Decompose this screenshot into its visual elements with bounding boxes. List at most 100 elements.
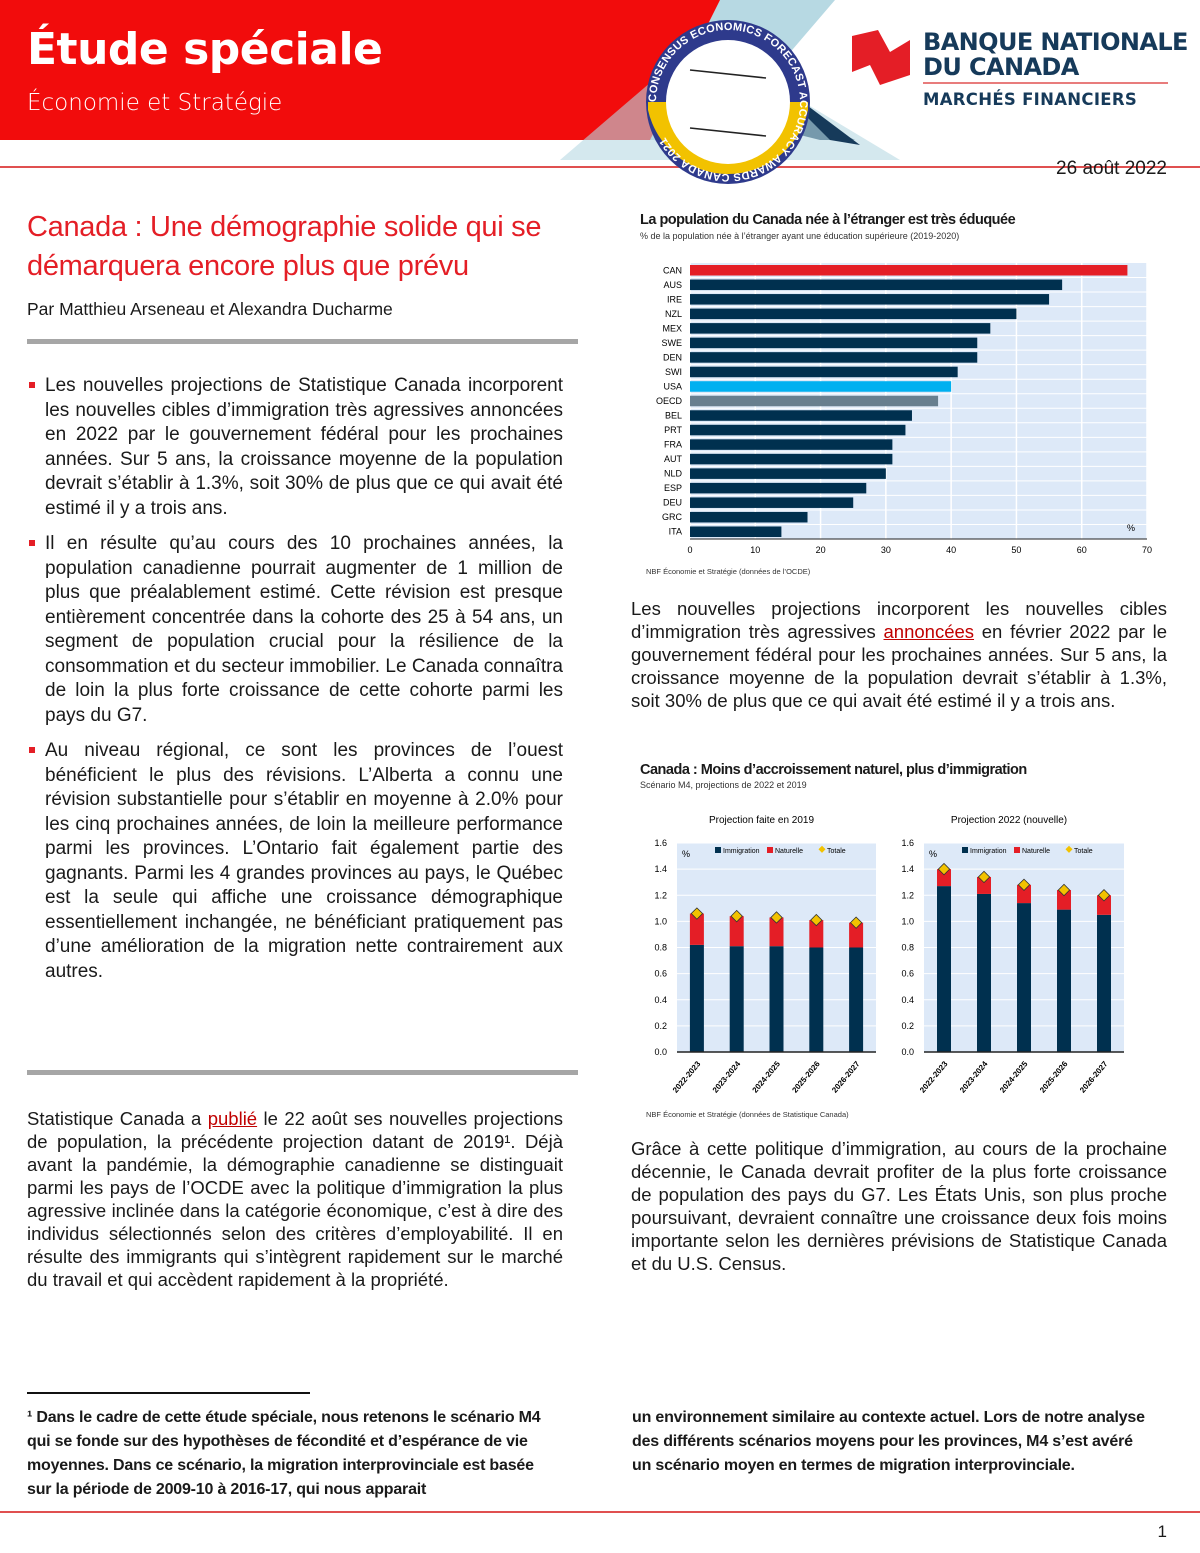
category-label: GRC [662, 512, 683, 522]
bar-ire [690, 294, 1050, 305]
chart1-subtitle: % de la population née à l’étranger ayan… [640, 231, 960, 241]
bar-naturelle [849, 922, 864, 948]
x-tick-label: 2025-2026 [790, 1059, 822, 1095]
intro-paragraph: Statistique Canada a publié le 22 août s… [27, 1108, 563, 1290]
bar-naturelle [977, 876, 991, 894]
category-label: BEL [665, 411, 682, 421]
y-tick-label: 1.0 [901, 916, 914, 926]
y-tick-label: 1.6 [654, 838, 667, 848]
key-points-list: Les nouvelles projections de Statistique… [27, 374, 563, 995]
y-tick-label: 0.4 [901, 995, 914, 1005]
x-tick-label: 2025-2026 [1038, 1059, 1070, 1095]
divider [27, 339, 578, 344]
x-tick-label: 0 [687, 545, 692, 555]
category-label: USA [663, 381, 682, 391]
byline: Par Matthieu Arseneau et Alexandra Ducha… [27, 299, 393, 319]
y-tick-label: 0.8 [901, 943, 914, 953]
category-label: ESP [664, 483, 682, 493]
legend-label: Immigration [723, 848, 760, 855]
page-number: 1 [1157, 1522, 1167, 1541]
footnote-continued: un environnement similaire au contexte a… [632, 1409, 1145, 1474]
bar-esp [690, 482, 867, 494]
chart2-source: NBF Économie et Stratégie (données de St… [646, 1110, 849, 1119]
bar-immigration [937, 886, 951, 1052]
x-tick-label: 2026-2027 [1078, 1059, 1110, 1095]
g7-paragraph: Grâce à cette politique d’immigration, a… [631, 1138, 1167, 1274]
chart1-foreign-born-education: 0 10 20 30 40 50 60 70 CAN AUS IRE NZL MEX SWE DEN SWI U… [656, 263, 1152, 555]
total-marker [937, 862, 951, 876]
bank-division: MARCHÉS FINANCIERS [923, 90, 1138, 109]
category-label: MEX [662, 323, 682, 333]
panel-title: Projection 2022 (nouvelle) [951, 815, 1067, 826]
y-tick-label: 1.0 [654, 916, 667, 926]
bar-fra [690, 439, 893, 450]
header-banner: CONSENSUS ECONOMICS FORECAST ACCURACY AW… [0, 0, 1200, 184]
y-tick-label: 0.0 [901, 1047, 914, 1057]
category-label: NZL [665, 309, 682, 319]
category-label: DEU [663, 498, 682, 508]
legend-label: Totale [1074, 848, 1093, 855]
bar-grc [690, 511, 808, 523]
bar-immigration [1097, 914, 1111, 1052]
publie-link[interactable]: publié [207, 1108, 258, 1129]
legend-swatch [715, 847, 721, 853]
bar-nzl [690, 308, 1017, 320]
publication-date: 26 août 2022 [1056, 158, 1167, 179]
bar-can [690, 265, 1128, 276]
unit-label: % [682, 849, 690, 859]
total-marker [810, 913, 823, 927]
category-label: PRT [664, 425, 682, 435]
total-marker [1057, 883, 1071, 897]
y-tick-label: 1.4 [901, 864, 914, 874]
bank-name: BANQUE NATIONALE DU CANADA [923, 28, 1188, 81]
total-marker [730, 909, 743, 923]
category-label: CAN [663, 265, 682, 275]
bar-bel [690, 410, 912, 421]
annoncees-link[interactable]: annoncées [883, 621, 975, 642]
y-tick-label: 0.2 [901, 1021, 914, 1031]
x-tick-label: 2022-2023 [671, 1059, 703, 1095]
x-tick-label: 40 [946, 545, 956, 555]
y-tick-label: 1.6 [901, 838, 914, 848]
y-tick-label: 0.6 [901, 969, 914, 979]
x-tick-label: 2024-2025 [751, 1059, 783, 1095]
x-tick-label: 20 [816, 545, 826, 555]
chart2-population-growth-components: Projection faite en 2019 0.0 0.2 0.4 0.6 0.8 1… [654, 815, 1124, 1095]
bar-naturelle [689, 913, 704, 945]
x-tick-label: 2024-2025 [998, 1059, 1030, 1095]
bar-naturelle [1057, 890, 1071, 910]
bar-nld [690, 468, 886, 479]
chart1-title: La population du Canada née à l’étranger… [640, 212, 1016, 228]
chart2-title: Canada : Moins d’accroissement naturel, … [640, 762, 1027, 778]
bar-immigration [729, 946, 744, 1052]
x-tick-label: 2023-2024 [958, 1059, 990, 1095]
unit-label: % [1127, 523, 1135, 533]
category-label: NLD [664, 469, 683, 479]
bank-logo-flag [852, 30, 910, 85]
bar-immigration [689, 944, 704, 1052]
total-marker [1017, 878, 1031, 892]
x-tick-label: 2022-2023 [918, 1059, 950, 1095]
bar-prt [690, 424, 906, 436]
y-tick-label: 0.0 [654, 1047, 667, 1057]
unit-label: % [929, 849, 937, 859]
bar-immigration [809, 947, 824, 1052]
bar-naturelle [1097, 895, 1111, 915]
total-marker [977, 870, 991, 884]
projections-paragraph: Les nouvelles projections incorporent le… [631, 598, 1167, 711]
legend-label: Immigration [970, 848, 1007, 855]
y-tick-label: 1.2 [654, 890, 667, 900]
legend-swatch [767, 847, 773, 853]
bullet-item: Il en résulte qu’au cours des 10 prochai… [27, 532, 563, 728]
category-label: FRA [664, 440, 682, 450]
bar-immigration [849, 947, 864, 1052]
bar-usa [690, 381, 952, 392]
footnote: ¹ Dans le cadre de cette étude spéciale,… [27, 1409, 541, 1498]
legend-label: Totale [827, 848, 846, 855]
category-label: ITA [669, 527, 682, 537]
bar-den [690, 352, 978, 363]
y-tick-label: 1.2 [901, 890, 914, 900]
footnote-separator [27, 1392, 310, 1394]
bar-immigration [977, 893, 991, 1052]
y-tick-label: 0.2 [654, 1021, 667, 1031]
